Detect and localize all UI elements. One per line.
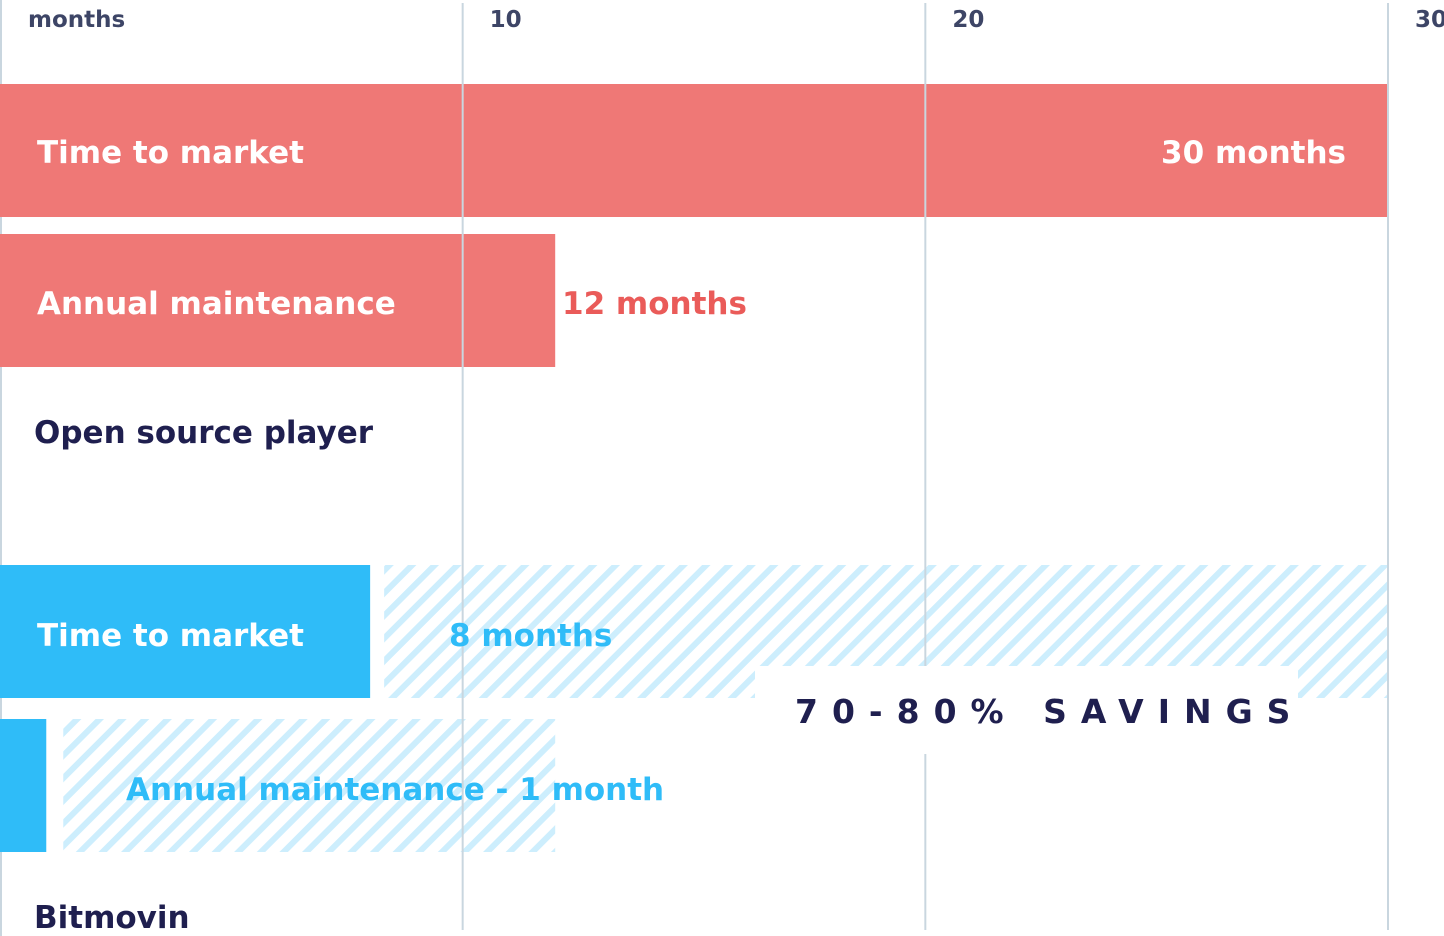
x-tick-label: 20 xyxy=(952,7,984,33)
value-label: 12 months xyxy=(562,286,747,322)
bar-bitmovin-1 xyxy=(0,719,47,852)
bar-label: Time to market xyxy=(37,618,304,654)
value-label: Annual maintenance - 1 month xyxy=(126,772,664,808)
x-tick-label: 10 xyxy=(490,7,522,33)
savings-hatch-annual-maintenance xyxy=(63,719,556,852)
bar-label: Time to market xyxy=(37,135,304,171)
bar-label: Annual maintenance xyxy=(37,286,396,322)
group-label: Open source player xyxy=(34,415,374,451)
savings-annotation-bg xyxy=(755,666,1298,754)
x-axis-label: months xyxy=(28,7,125,33)
group-label: Bitmovin xyxy=(34,900,190,936)
value-label: 30 months xyxy=(1161,135,1346,171)
value-label: 8 months xyxy=(449,618,612,654)
bar-open-source-0 xyxy=(0,84,1388,217)
savings-annotation: 70-80% SAVINGS xyxy=(795,692,1304,731)
x-tick-label: 30 xyxy=(1415,7,1444,33)
bar-bitmovin-0 xyxy=(0,565,371,698)
